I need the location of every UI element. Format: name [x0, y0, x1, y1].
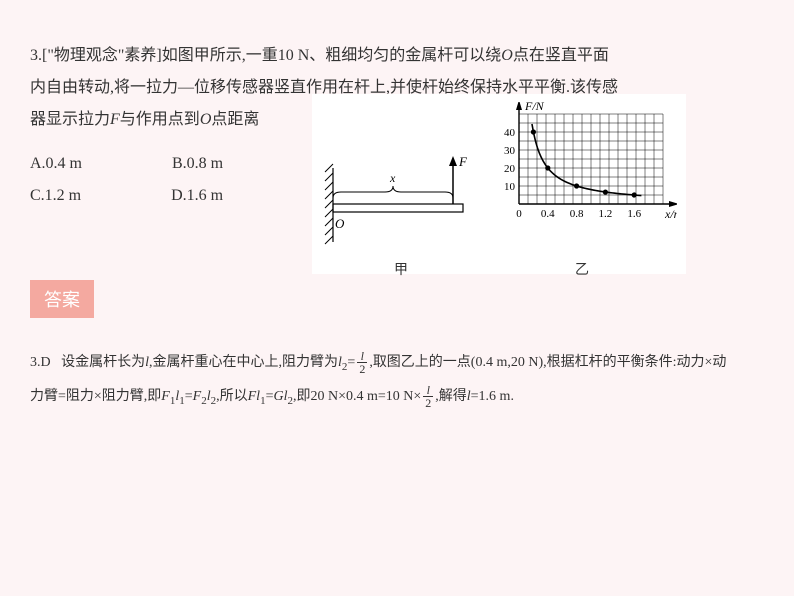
q-F: F — [110, 111, 120, 128]
ans-seg2: ,金属杆重心在中心上,阻力臂为 — [149, 355, 338, 370]
lever-svg: O Fx — [321, 102, 481, 252]
ans-seg5: ,所以 — [216, 389, 248, 404]
answer-badge: 答案 — [30, 280, 94, 318]
svg-text:O: O — [335, 216, 345, 231]
svg-text:0: 0 — [516, 208, 522, 220]
ans-seg6: ,即20 N×0.4 m=10 N× — [293, 389, 421, 404]
figure-container: OFx 甲 F/Nx/m1020304000.40.81.21.6 乙 — [312, 94, 686, 274]
ans-seg7: ,解得 — [435, 389, 467, 404]
q-line3c: 点距离 — [211, 111, 259, 128]
lever-diagram: O Fx 甲 — [321, 102, 481, 279]
q-line1a: 如图甲所示,一重10 N、粗细均匀的金属杆可以绕 — [162, 47, 502, 64]
svg-text:F/N: F/N — [524, 102, 545, 113]
ans-seg4: 力臂=阻力×阻力臂,即 — [30, 389, 161, 404]
frac2-num: l — [423, 384, 433, 398]
svg-text:20: 20 — [504, 163, 516, 175]
option-c: C.1.2 m — [30, 180, 81, 212]
ans-seg8: =1.6 m. — [471, 389, 514, 404]
q-line1b: 点在竖直平面 — [513, 47, 609, 64]
frac2-den: 2 — [423, 397, 433, 410]
ans-Gl: Gl — [273, 389, 287, 404]
svg-text:F: F — [458, 154, 468, 169]
svg-text:x/m: x/m — [664, 207, 677, 221]
q-line3b: 与作用点到 — [120, 111, 200, 128]
yi-label: 乙 — [487, 259, 677, 279]
frac1: l2 — [357, 350, 367, 376]
ans-seg3: ,取图乙上的一点(0.4 m,20 N),根据杠杆的平衡条件:动力×动 — [369, 355, 726, 370]
ans-Fl: Fl — [248, 389, 260, 404]
option-b: B.0.8 m — [172, 148, 223, 180]
ans-eq: = — [347, 355, 355, 370]
svg-text:1.2: 1.2 — [599, 208, 613, 220]
q-tag: ["物理观念"素养] — [42, 47, 162, 64]
chart-svg: F/N x/m 10 20 30 40 0 0.4 0.8 1.2 1.6 — [487, 102, 677, 252]
q-line3a: 器显示拉力 — [30, 111, 110, 128]
svg-text:10: 10 — [504, 181, 516, 193]
frac2: l2 — [423, 384, 433, 410]
chart-diagram: F/N x/m 10 20 30 40 0 0.4 0.8 1.2 1.6 乙 — [487, 102, 677, 279]
ans-prefix: 3.D — [30, 355, 51, 370]
ans-F1: F — [161, 389, 170, 404]
svg-text:0.4: 0.4 — [541, 208, 555, 220]
answer-text: 3.D 设金属杆长为l,金属杆重心在中心上,阻力臂为l2=l2,取图乙上的一点(… — [30, 346, 764, 414]
svg-text:x: x — [389, 171, 396, 185]
option-d: D.1.6 m — [171, 180, 223, 212]
ans-seg1: 设金属杆长为 — [61, 355, 145, 370]
ans-eq2: = — [185, 389, 193, 404]
option-a: A.0.4 m — [30, 148, 82, 180]
svg-text:40: 40 — [504, 127, 516, 139]
svg-text:30: 30 — [504, 145, 516, 157]
ans-F2: F — [193, 389, 202, 404]
q-O2: O — [200, 111, 212, 128]
q-number: 3. — [30, 47, 42, 64]
q-pointO: O — [501, 47, 513, 64]
frac1-den: 2 — [357, 363, 367, 376]
jia-label: 甲 — [321, 259, 481, 279]
svg-text:0.8: 0.8 — [570, 208, 584, 220]
svg-text:1.6: 1.6 — [627, 208, 641, 220]
frac1-num: l — [357, 350, 367, 364]
